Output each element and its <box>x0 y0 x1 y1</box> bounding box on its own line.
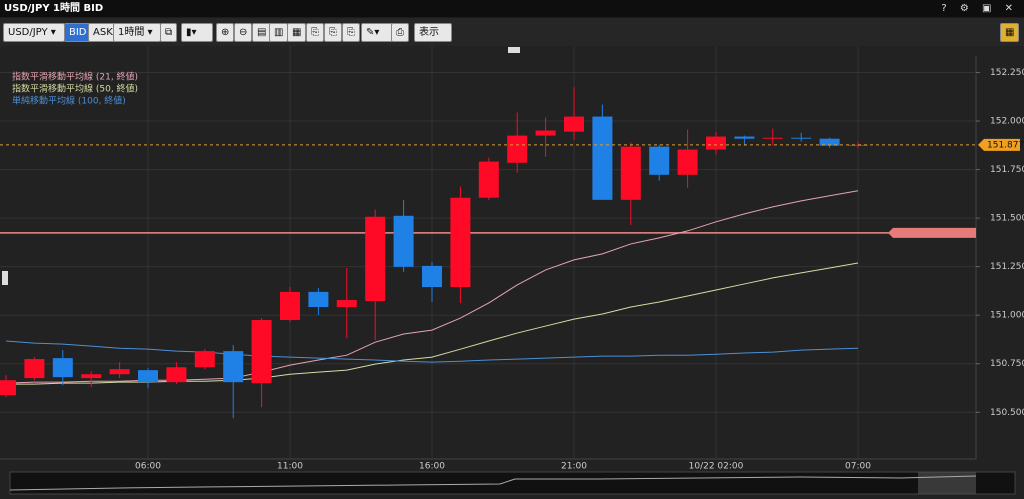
candle-body <box>649 146 670 175</box>
screenshot[interactable]: ⎙ <box>391 23 409 42</box>
chart-background <box>0 46 1024 499</box>
candle-body <box>564 116 584 132</box>
candle-body <box>422 265 442 288</box>
navigator-line <box>9 475 977 491</box>
y-tick-label: 151.750 <box>990 165 1024 175</box>
interval-select[interactable]: 1時間 ▾ <box>113 23 161 42</box>
draw-tool[interactable]: ✎▾ <box>361 23 393 42</box>
window-controls[interactable]: ? ⚙ ▣ ✕ <box>941 3 1018 14</box>
x-tick-label: 21:00 <box>561 462 587 472</box>
layout-2[interactable]: ▥ <box>269 23 289 42</box>
candle-body <box>223 351 244 383</box>
panel-toggle[interactable]: ▦ <box>1000 23 1020 42</box>
candle-body <box>507 135 528 163</box>
candle-body <box>24 359 45 379</box>
link-button[interactable]: ⧉ <box>160 23 178 42</box>
collapse-handle[interactable] <box>508 47 520 53</box>
candle-body <box>365 216 386 302</box>
x-tick-label: 10/22 02:00 <box>689 462 744 472</box>
candle-body <box>791 137 812 139</box>
last-price-tag <box>978 138 1020 151</box>
order-1[interactable]: ⎘ <box>306 23 324 42</box>
candle-body <box>706 136 726 150</box>
order-2[interactable]: ⎘ <box>324 23 342 42</box>
candle-body <box>109 369 130 375</box>
candle-body <box>336 300 357 308</box>
y-tick-label: 152.000 <box>990 117 1024 127</box>
title-bar: USD/JPY 1時間 BID ? ⚙ ▣ ✕ <box>0 0 1024 17</box>
x-tick-label: 11:00 <box>277 462 303 472</box>
y-tick-label: 151.250 <box>990 262 1024 272</box>
zoom-out[interactable]: ⊖ <box>234 23 253 42</box>
legend-entry: 指数平滑移動平均線 (50, 終値) <box>12 83 138 95</box>
legend-entry: 指数平滑移動平均線 (21, 終値) <box>12 71 138 83</box>
navigator-window[interactable] <box>918 472 976 494</box>
order-3[interactable]: ⎘ <box>342 23 360 42</box>
candle-body <box>592 116 613 200</box>
x-tick-label: 16:00 <box>419 462 445 472</box>
layout-3[interactable]: ▦ <box>287 23 307 42</box>
candle-body <box>535 130 556 136</box>
legend-entry: 単純移動平均線 (100, 終値) <box>12 95 126 107</box>
candle-body <box>194 351 215 368</box>
y-tick-label: 150.500 <box>990 408 1024 418</box>
candle-body <box>819 138 840 146</box>
chart-type-button[interactable]: ▮▾ <box>181 23 213 42</box>
candle-body <box>393 215 414 267</box>
navigator <box>9 471 1016 495</box>
candle-body <box>762 137 783 139</box>
display: 表示 <box>419 27 439 38</box>
candle-body <box>677 149 698 175</box>
y-tick-label: 150.750 <box>990 359 1024 369</box>
candle-body <box>52 358 73 378</box>
chart: 150.500 150.750 151.000 151.250 151.500 151.7… <box>0 46 1024 499</box>
zoom-in[interactable]: ⊕ <box>216 23 235 42</box>
window-title: USD/JPY 1時間 BID <box>4 3 104 14</box>
toolbar: USD/JPY ▾ BID ASK 1時間 ▾ ⧉ ▮▾ ⊕ ⊖ ▤ ▥ ▦ ⎘… <box>0 18 1024 55</box>
candle-body <box>848 144 868 146</box>
candle-body <box>0 380 16 396</box>
symbol-select[interactable]: USD/JPY ▾ <box>3 23 65 42</box>
y-tick-label: 152.250 <box>990 68 1024 78</box>
candle-body <box>308 291 329 308</box>
x-tick-label: 06:00 <box>135 462 161 472</box>
display-menu[interactable]: 表示 ▾ <box>414 23 452 55</box>
candle-body <box>251 320 272 384</box>
candle-body <box>81 374 102 379</box>
plot-area <box>0 46 976 459</box>
side-handle[interactable] <box>2 271 8 285</box>
interval: 1時間 <box>118 27 145 38</box>
y-tick-label: 151.500 <box>990 214 1024 224</box>
candle-body <box>166 367 187 383</box>
y-tick-label: 151.000 <box>990 311 1024 321</box>
last-price-label: 151.877 <box>987 140 1024 150</box>
indicator-line <box>5 340 859 363</box>
candle-body <box>734 136 755 139</box>
symbol: USD/JPY <box>8 27 48 38</box>
candle-body <box>280 291 300 321</box>
candle-body <box>620 146 641 200</box>
candle-body <box>138 370 158 383</box>
candle-body <box>478 161 499 198</box>
x-tick-label: 07:00 <box>845 462 871 472</box>
candle-body <box>450 197 471 288</box>
order-tag <box>888 227 976 238</box>
